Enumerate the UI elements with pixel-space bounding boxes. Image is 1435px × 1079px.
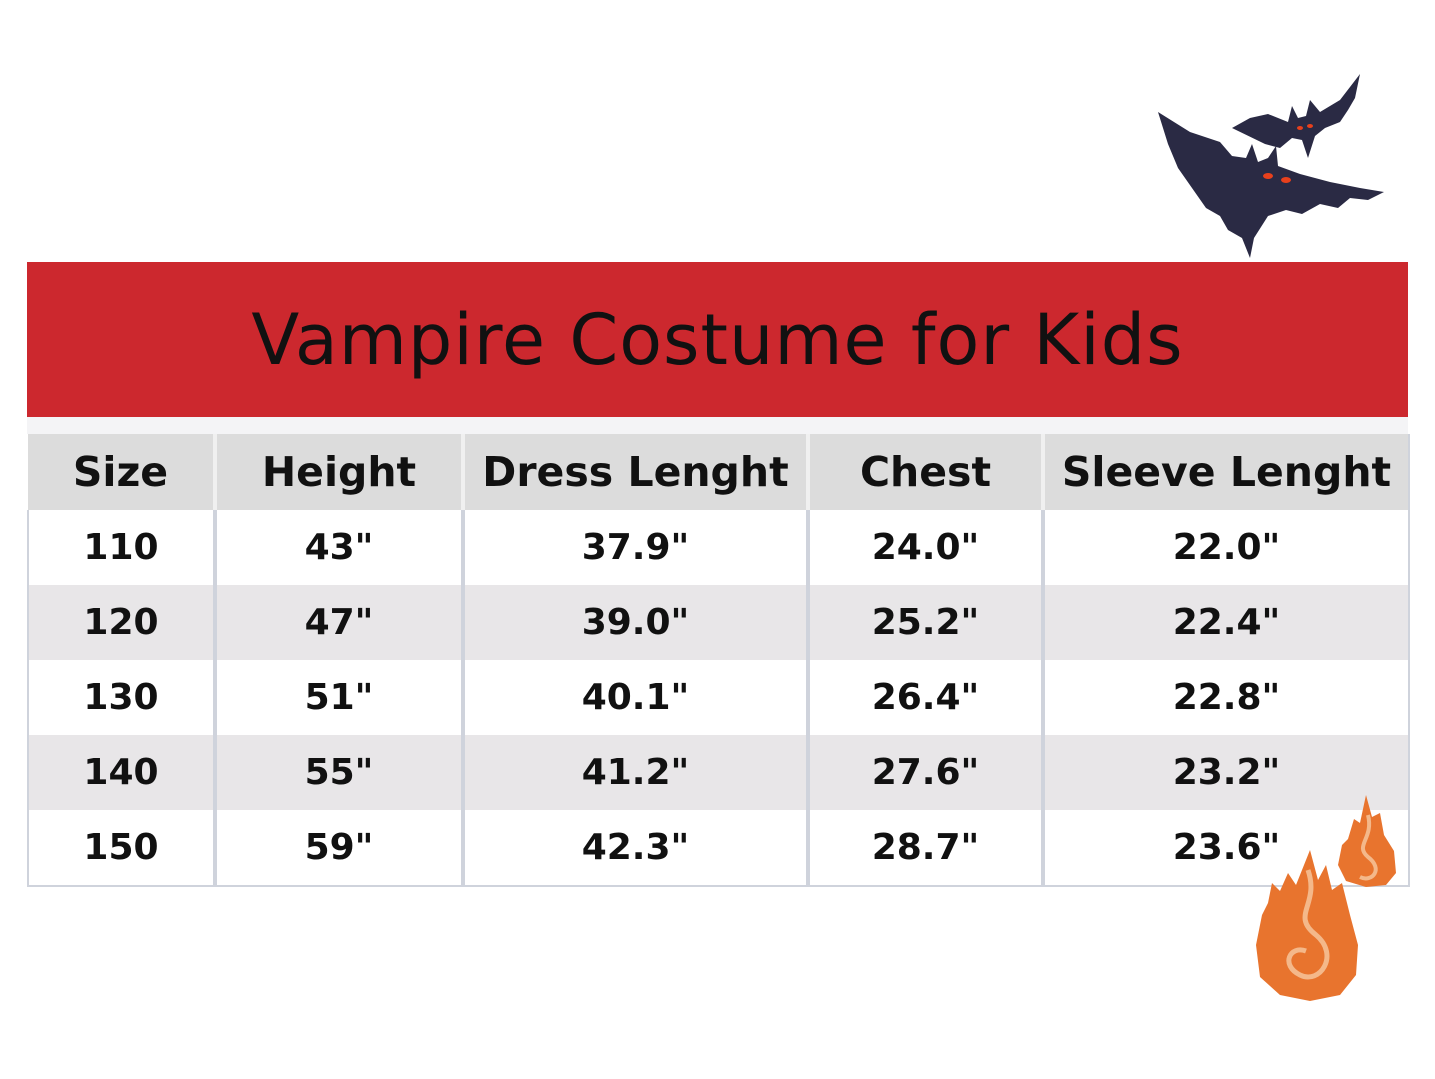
header-dress-length: Dress Lenght xyxy=(463,434,810,510)
cell: 42.3" xyxy=(463,810,810,887)
cell: 43" xyxy=(215,510,465,585)
cell: 27.6" xyxy=(808,735,1045,810)
cell: 150 xyxy=(27,810,217,887)
cell: 130 xyxy=(27,660,217,735)
cell: 25.2" xyxy=(808,585,1045,660)
page-title: Vampire Costume for Kids xyxy=(251,298,1184,381)
title-banner: Vampire Costume for Kids xyxy=(27,262,1408,417)
divider xyxy=(27,417,1408,434)
cell: 28.7" xyxy=(808,810,1045,887)
cell: 22.4" xyxy=(1043,585,1410,660)
header-row: Size Height Dress Lenght Chest Sleeve Le… xyxy=(28,434,1410,510)
cell: 23.2" xyxy=(1043,735,1410,810)
cell: 22.0" xyxy=(1043,510,1410,585)
bat-icon xyxy=(1158,74,1384,258)
table-row: 110 43" 37.9" 24.0" 22.0" xyxy=(27,510,1410,585)
cell: 26.4" xyxy=(808,660,1045,735)
header-height: Height xyxy=(215,434,465,510)
header-chest: Chest xyxy=(808,434,1045,510)
cell: 140 xyxy=(27,735,217,810)
cell: 37.9" xyxy=(463,510,810,585)
cell: 40.1" xyxy=(463,660,810,735)
cell: 59" xyxy=(215,810,465,887)
table-row: 120 47" 39.0" 25.2" 22.4" xyxy=(27,585,1410,660)
cell: 120 xyxy=(27,585,217,660)
header-sleeve-length: Sleeve Lenght xyxy=(1043,434,1410,510)
header-size: Size xyxy=(28,434,217,510)
table-row: 150 59" 42.3" 28.7" 23.6" xyxy=(27,810,1410,887)
cell: 55" xyxy=(215,735,465,810)
cell: 47" xyxy=(215,585,465,660)
cell: 39.0" xyxy=(463,585,810,660)
flame-icon xyxy=(1256,795,1396,1001)
size-chart-table: Size Height Dress Lenght Chest Sleeve Le… xyxy=(27,434,1410,887)
table-row: 140 55" 41.2" 27.6" 23.2" xyxy=(27,735,1410,810)
cell: 24.0" xyxy=(808,510,1045,585)
cell: 22.8" xyxy=(1043,660,1410,735)
cell: 110 xyxy=(27,510,217,585)
cell: 51" xyxy=(215,660,465,735)
table-row: 130 51" 40.1" 26.4" 22.8" xyxy=(27,660,1410,735)
cell: 23.6" xyxy=(1043,810,1410,887)
cell: 41.2" xyxy=(463,735,810,810)
